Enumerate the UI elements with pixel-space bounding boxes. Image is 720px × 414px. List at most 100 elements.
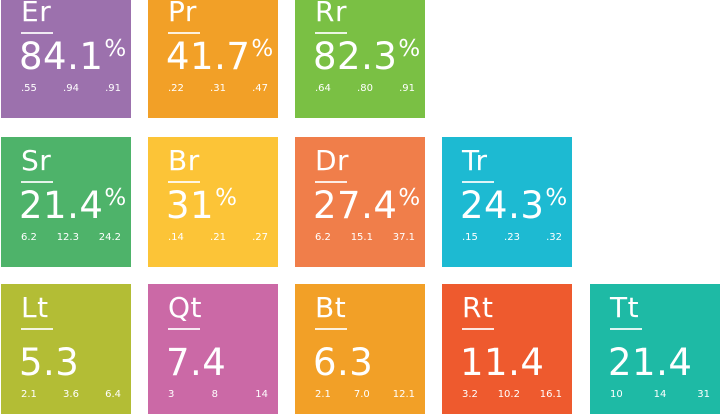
sub-value: .94	[63, 83, 79, 94]
sub-value: .21	[210, 232, 226, 243]
sub-values: 2.1 3.6 6.4	[21, 390, 121, 400]
value-unit: %	[398, 185, 421, 211]
sub-value: .91	[399, 83, 415, 94]
divider	[315, 32, 347, 34]
sub-value: 3	[168, 389, 175, 400]
value-number: 27.4	[313, 184, 398, 227]
tile-symbol: Qt	[168, 291, 203, 324]
tile-tt: Tt 21.4 10 14 31	[590, 284, 720, 414]
sub-values: .15 .23 .32	[462, 233, 562, 243]
sub-value: .23	[504, 232, 520, 243]
sub-values: 6.2 15.1 37.1	[315, 233, 415, 243]
sub-values: 3 8 14	[168, 390, 268, 400]
sub-value: .14	[168, 232, 184, 243]
tile-symbol: Bt	[315, 291, 347, 324]
sub-value: .32	[546, 232, 562, 243]
sub-value: 2.1	[315, 389, 331, 400]
value-number: 21.4	[608, 341, 693, 384]
sub-value: .27	[252, 232, 268, 243]
tile-symbol: Tr	[462, 144, 488, 177]
value-unit: %	[104, 185, 127, 211]
sub-value: 24.2	[98, 232, 121, 243]
value-number: 21.4	[19, 184, 104, 227]
value-unit: %	[398, 36, 421, 62]
tile-value: 7.4	[166, 344, 227, 381]
sub-value: .15	[462, 232, 478, 243]
sub-value: 3.2	[462, 389, 478, 400]
divider	[315, 328, 347, 330]
tile-sr: Sr 21.4% 6.2 12.3 24.2	[1, 137, 131, 267]
sub-value: 2.1	[21, 389, 37, 400]
value-unit: %	[545, 185, 568, 211]
value-number: 31	[166, 184, 215, 227]
tile-value: 24.3%	[460, 184, 568, 227]
tile-symbol: Rr	[315, 0, 347, 28]
divider	[168, 328, 200, 330]
sub-value: 14	[653, 389, 667, 400]
divider	[462, 181, 494, 183]
tile-rr: Rr 82.3% .64 .80 .91	[295, 0, 425, 118]
sub-value: .31	[210, 83, 226, 94]
tile-value: 11.4	[460, 344, 545, 381]
value-number: 5.3	[19, 341, 80, 384]
tile-symbol: Br	[168, 144, 200, 177]
sub-value: 10.2	[497, 389, 520, 400]
tile-value: 5.3	[19, 344, 80, 381]
divider	[21, 32, 53, 34]
sub-values: 10 14 31	[610, 390, 710, 400]
tile-er: Er 84.1% .55 .94 .91	[1, 0, 131, 118]
tile-symbol: Sr	[21, 144, 52, 177]
tile-value: 21.4%	[19, 184, 127, 227]
divider	[315, 181, 347, 183]
tile-rt: Rt 11.4 3.2 10.2 16.1	[442, 284, 572, 414]
value-number: 11.4	[460, 341, 545, 384]
sub-value: 31	[697, 389, 710, 400]
divider	[21, 328, 53, 330]
tile-symbol: Er	[21, 0, 52, 28]
tile-dr: Dr 27.4% 6.2 15.1 37.1	[295, 137, 425, 267]
value-unit: %	[215, 185, 238, 211]
value-number: 24.3	[460, 184, 545, 227]
divider	[462, 328, 494, 330]
sub-value: .91	[105, 83, 121, 94]
sub-value: .64	[315, 83, 331, 94]
divider	[168, 32, 200, 34]
sub-value: 10	[610, 389, 623, 400]
value-unit: %	[251, 36, 274, 62]
sub-values: 6.2 12.3 24.2	[21, 233, 121, 243]
sub-values: .64 .80 .91	[315, 84, 415, 94]
divider	[21, 181, 53, 183]
sub-value: 14	[255, 389, 268, 400]
tile-symbol: Pr	[168, 0, 197, 28]
divider	[168, 181, 200, 183]
value-unit: %	[104, 36, 127, 62]
value-number: 7.4	[166, 341, 227, 384]
sub-values: .22 .31 .47	[168, 84, 268, 94]
tile-symbol: Tt	[610, 291, 640, 324]
value-number: 6.3	[313, 341, 374, 384]
sub-value: 8	[211, 389, 218, 400]
sub-values: 2.1 7.0 12.1	[315, 390, 415, 400]
tile-bt: Bt 6.3 2.1 7.0 12.1	[295, 284, 425, 414]
sub-value: .80	[357, 83, 373, 94]
tile-value: 82.3%	[313, 36, 421, 76]
sub-value: 6.2	[315, 232, 331, 243]
sub-values: .14 .21 .27	[168, 233, 268, 243]
divider	[610, 328, 642, 330]
sub-value: 3.6	[63, 389, 79, 400]
sub-values: 3.2 10.2 16.1	[462, 390, 562, 400]
value-number: 41.7	[166, 35, 251, 78]
tile-symbol: Rt	[462, 291, 494, 324]
tile-value: 21.4	[608, 344, 693, 381]
value-number: 84.1	[19, 35, 104, 78]
tile-br: Br 31% .14 .21 .27	[148, 137, 278, 267]
sub-value: 12.3	[56, 232, 79, 243]
tile-value: 41.7%	[166, 35, 274, 78]
tile-symbol: Lt	[21, 291, 49, 324]
sub-value: 7.0	[353, 389, 370, 400]
tile-tr: Tr 24.3% .15 .23 .32	[442, 137, 572, 267]
sub-value: 15.1	[350, 232, 373, 243]
sub-values: .55 .94 .91	[21, 84, 121, 94]
sub-value: 6.2	[21, 232, 37, 243]
sub-value: .55	[21, 83, 37, 94]
